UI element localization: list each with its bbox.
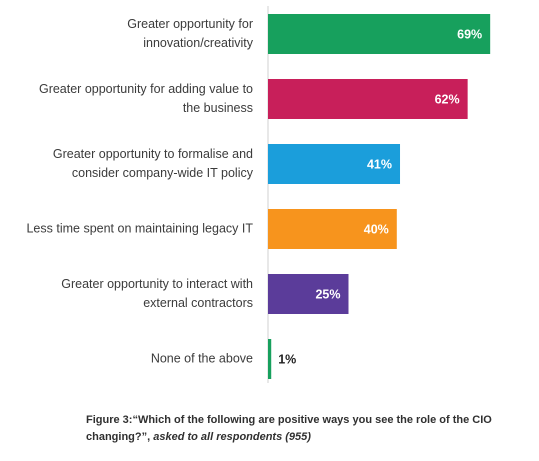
category-label-3-line-0: Less time spent on maintaining legacy IT (26, 221, 253, 235)
category-label-1-line-0: Greater opportunity for adding value to (39, 82, 253, 96)
category-label-2-line-0: Greater opportunity to formalise and (53, 147, 253, 161)
data-label-1: 62% (435, 92, 460, 106)
bar-1 (268, 79, 468, 119)
bar-5 (268, 339, 272, 379)
category-label-5-line-0: None of the above (151, 351, 253, 365)
category-label-0-line-0: Greater opportunity for (127, 17, 253, 31)
data-label-2: 41% (367, 157, 392, 171)
caption-italic: asked to all respondents (955) (153, 431, 311, 443)
data-label-4: 25% (315, 287, 340, 301)
data-label-5: 1% (278, 352, 296, 366)
data-label-3: 40% (364, 222, 389, 236)
category-label-4-line-1: external contractors (143, 296, 253, 310)
bar-3 (268, 209, 397, 249)
bar-0 (268, 14, 491, 54)
bar-2 (268, 144, 401, 184)
bar-chart: 69% Greater opportunity for innovation/cre… (26, 6, 491, 383)
category-label-0-line-1: innovation/creativity (143, 36, 254, 50)
category-label-2-line-1: consider company-wide IT policy (72, 166, 254, 180)
data-label-0: 69% (457, 27, 482, 41)
category-label-1-line-1: the business (183, 101, 253, 115)
category-label-4-line-0: Greater opportunity to interact with (61, 277, 253, 291)
caption-main: Figure 3:“Which of the following are pos… (86, 414, 492, 443)
bar-4 (268, 274, 349, 314)
figure-caption: Figure 3:“Which of the following are pos… (86, 412, 526, 446)
